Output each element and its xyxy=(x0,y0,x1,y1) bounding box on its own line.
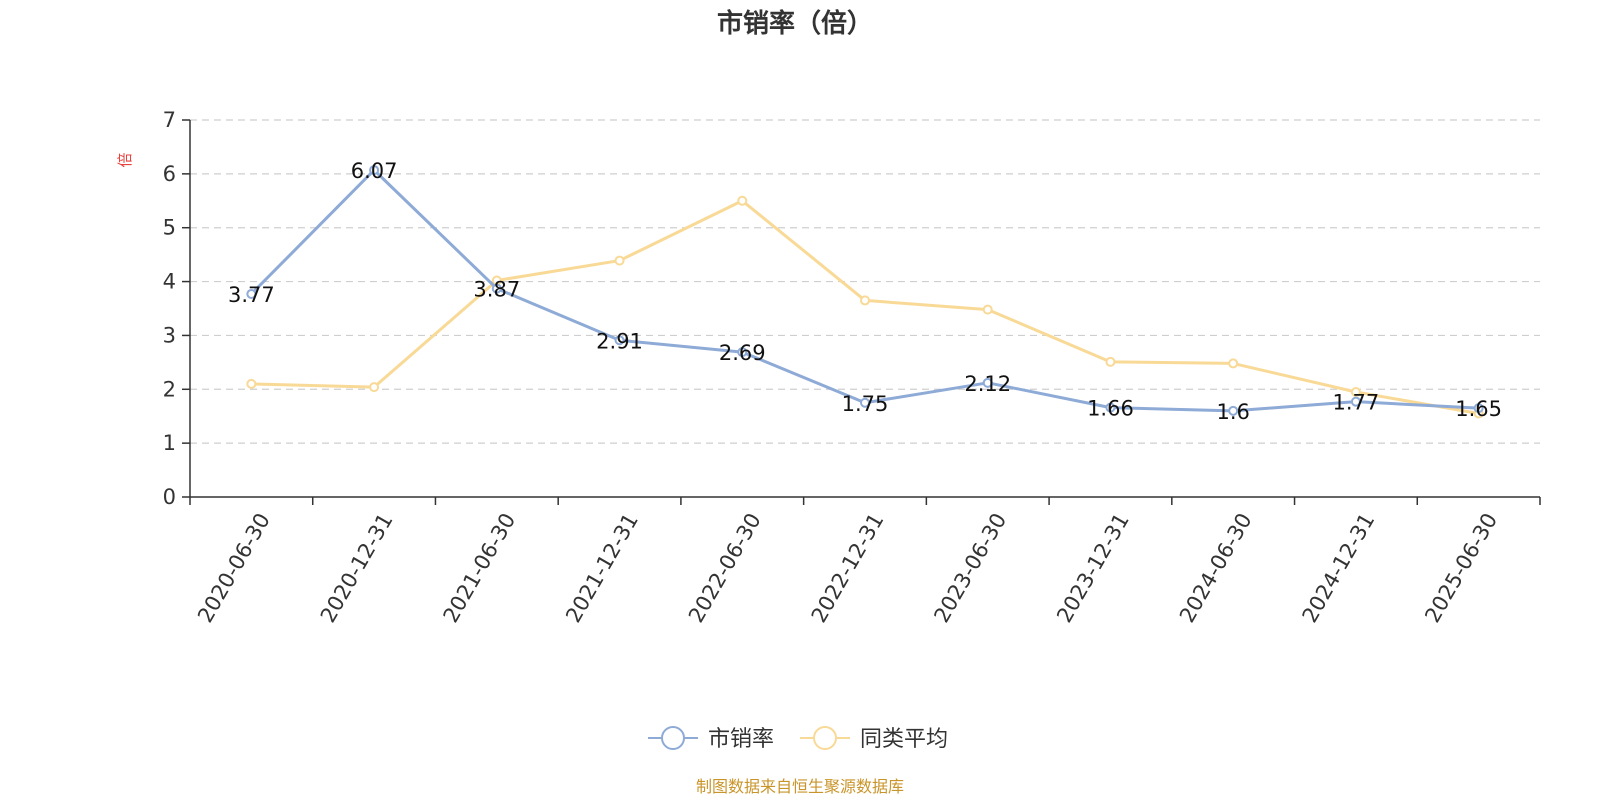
data-label: 2.69 xyxy=(719,341,766,365)
y-tick-label: 3 xyxy=(163,323,176,347)
series-line-1 xyxy=(251,199,1479,415)
data-point[interactable] xyxy=(1228,405,1239,416)
data-label: 1.77 xyxy=(1333,391,1380,415)
x-tick-label: 2020-06-30 xyxy=(193,509,275,627)
data-point[interactable] xyxy=(860,397,870,408)
x-tick-label: 2023-06-30 xyxy=(929,509,1011,627)
data-point[interactable] xyxy=(737,195,748,206)
y-tick-label: 1 xyxy=(163,431,176,455)
data-label: 2.12 xyxy=(964,372,1011,396)
y-axis-ticks: 0 1 2 3 4 5 6 7 xyxy=(163,108,190,509)
y-tick-label: 5 xyxy=(163,216,176,240)
legend-label: 市销率 xyxy=(708,727,774,752)
y-tick-label: 4 xyxy=(163,270,176,294)
series-line-0 xyxy=(250,168,1479,413)
data-label: 1.6 xyxy=(1216,400,1249,424)
x-axis-ticks: 2020-06-30 2020-12-31 2021-06-30 2021-12-31… xyxy=(189,497,1541,627)
x-tick-label: 2020-12-31 xyxy=(316,509,398,627)
legend[interactable]: 市销率 同类平均 xyxy=(648,726,948,752)
data-labels: 3.77 6.07 3.87 2.91 2.69 1.75 2.12 1.66 1.6 1.77 1… xyxy=(228,159,1502,424)
data-point[interactable] xyxy=(246,378,257,389)
series-group xyxy=(246,165,1484,419)
data-point[interactable] xyxy=(614,255,625,266)
data-point[interactable] xyxy=(982,304,993,315)
data-point[interactable] xyxy=(1105,356,1116,367)
data-point[interactable] xyxy=(614,335,625,346)
data-point[interactable] xyxy=(1350,386,1361,397)
data-point[interactable] xyxy=(1473,403,1484,414)
chart-title: 市销率（倍） xyxy=(717,8,873,39)
x-tick-label: 2025-06-30 xyxy=(1420,509,1502,627)
x-tick-label: 2023-12-31 xyxy=(1052,509,1134,627)
data-label: 2.91 xyxy=(596,329,643,353)
y-axis-label: 倍 xyxy=(116,152,134,167)
x-tick-label: 2021-06-30 xyxy=(439,509,521,627)
data-point[interactable] xyxy=(860,295,870,306)
data-point[interactable] xyxy=(369,382,380,393)
x-tick-label: 2024-06-30 xyxy=(1175,509,1257,627)
grid-lines xyxy=(190,119,1540,444)
data-point[interactable] xyxy=(1228,358,1239,369)
data-point[interactable] xyxy=(246,288,257,299)
axes xyxy=(189,120,1540,498)
legend-marker xyxy=(813,726,837,750)
x-tick-label: 2021-12-31 xyxy=(561,509,643,627)
y-tick-label: 0 xyxy=(163,485,176,509)
x-tick-label: 2024-12-31 xyxy=(1298,509,1380,627)
data-point[interactable] xyxy=(369,165,380,176)
legend-item-0[interactable]: 市销率 xyxy=(648,726,774,752)
data-point[interactable] xyxy=(1350,396,1361,407)
data-point[interactable] xyxy=(737,347,748,358)
x-tick-label: 2022-06-30 xyxy=(684,509,766,627)
y-tick-label: 2 xyxy=(163,377,176,401)
data-point[interactable] xyxy=(1105,402,1116,413)
x-tick-label: 2022-12-31 xyxy=(807,509,889,627)
data-label: 6.07 xyxy=(351,159,398,183)
legend-marker xyxy=(661,726,685,750)
data-point[interactable] xyxy=(982,377,993,388)
data-label: 3.77 xyxy=(228,283,275,307)
data-label: 1.75 xyxy=(842,392,889,416)
legend-label: 同类平均 xyxy=(860,727,948,752)
data-label: 1.65 xyxy=(1455,397,1502,421)
legend-item-1[interactable]: 同类平均 xyxy=(800,726,948,752)
data-label: 1.66 xyxy=(1087,397,1134,421)
y-tick-label: 6 xyxy=(163,162,176,186)
data-label: 3.87 xyxy=(473,278,520,302)
data-source-note: 制图数据来自恒生聚源数据库 xyxy=(696,777,904,796)
y-tick-label: 7 xyxy=(163,108,176,132)
data-point[interactable] xyxy=(491,283,502,294)
